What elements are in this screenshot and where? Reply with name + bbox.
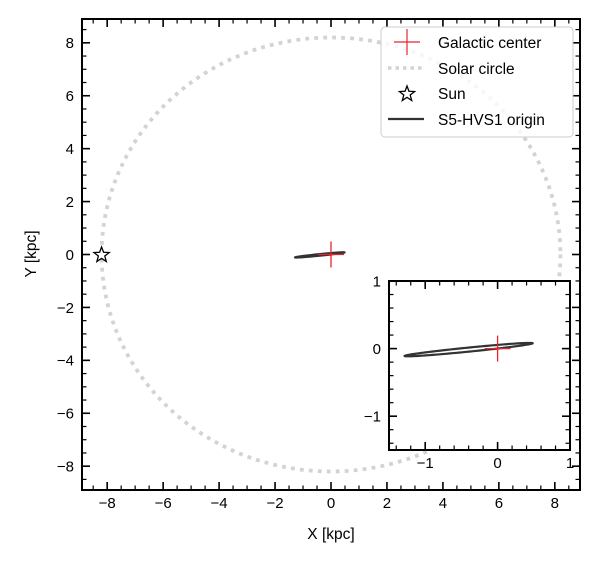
main-tick-labels: −8 −6 −4 −2 0 2 4 6 8 −8 −6 −4 −2 0 2 4 6 8 bbox=[57, 35, 559, 512]
legend-item-solar-circle: Solar circle bbox=[388, 61, 515, 78]
legend-label-sun: Sun bbox=[438, 86, 466, 103]
main-y-tick-label: 6 bbox=[66, 88, 74, 105]
legend-label-galactic-center: Galactic center bbox=[438, 35, 541, 52]
legend-item-s5-hvs1-origin: S5-HVS1 origin bbox=[388, 112, 545, 129]
inset-frame bbox=[388, 280, 571, 451]
legend-item-galactic-center: Galactic center bbox=[394, 29, 541, 55]
inset-plot: −1 0 1 −1 0 1 bbox=[364, 273, 574, 472]
main-x-tick-label: −8 bbox=[99, 495, 116, 512]
inset-y-tick-label: 1 bbox=[373, 273, 381, 290]
main-y-tick-label: 4 bbox=[66, 141, 74, 158]
main-y-tick-label: −8 bbox=[57, 459, 74, 476]
main-x-tick-label: −4 bbox=[211, 495, 228, 512]
main-y-tick-label: −6 bbox=[57, 406, 74, 423]
main-y-tick-label: 2 bbox=[66, 194, 74, 211]
galactic-center-legend-icon bbox=[394, 29, 420, 55]
y-axis-label: Y [kpc] bbox=[23, 230, 40, 277]
sun-star-marker bbox=[92, 245, 111, 263]
inset-background bbox=[389, 281, 570, 450]
main-x-tick-label: 8 bbox=[551, 495, 559, 512]
main-x-tick-label: −2 bbox=[266, 495, 283, 512]
legend: Galactic center Solar circle Sun S5-HVS1… bbox=[380, 26, 574, 138]
inset-x-tick-label: 1 bbox=[566, 455, 574, 472]
main-x-tick-label: 6 bbox=[495, 495, 503, 512]
legend-label-solar-circle: Solar circle bbox=[438, 61, 515, 78]
solar-circle bbox=[99, 35, 563, 474]
main-x-tick-label: 4 bbox=[439, 495, 447, 512]
main-y-tick-label: −2 bbox=[57, 300, 74, 317]
inset-tick-labels: −1 0 1 −1 0 1 bbox=[364, 273, 574, 472]
legend-item-sun: Sun bbox=[397, 84, 466, 103]
inset-y-tick-label: 0 bbox=[373, 341, 381, 358]
main-x-tick-label: 2 bbox=[383, 495, 391, 512]
inset-x-tick-label: 0 bbox=[493, 455, 501, 472]
main-x-tick-label: −6 bbox=[155, 495, 172, 512]
main-plot-frame bbox=[81, 18, 581, 491]
inset-x-tick-label: −1 bbox=[417, 455, 434, 472]
main-plot: −8 −6 −4 −2 0 2 4 6 8 −8 −6 −4 −2 0 2 4 6 8 X [kpc] Y [kp… bbox=[23, 18, 581, 543]
main-y-tick-label: 8 bbox=[66, 35, 74, 52]
x-axis-label: X [kpc] bbox=[307, 526, 354, 543]
legend-label-s5-hvs1-origin: S5-HVS1 origin bbox=[438, 112, 545, 129]
main-x-tick-label: 0 bbox=[327, 495, 335, 512]
legend-box bbox=[380, 26, 574, 138]
inset-y-tick-label: −1 bbox=[364, 409, 381, 426]
galactic-center-marker bbox=[318, 241, 344, 268]
main-y-tick-label: 0 bbox=[66, 247, 74, 264]
main-y-tick-label: −4 bbox=[57, 353, 74, 370]
sun-star-legend-icon bbox=[397, 84, 417, 102]
inset-galactic-center-marker bbox=[484, 335, 511, 362]
